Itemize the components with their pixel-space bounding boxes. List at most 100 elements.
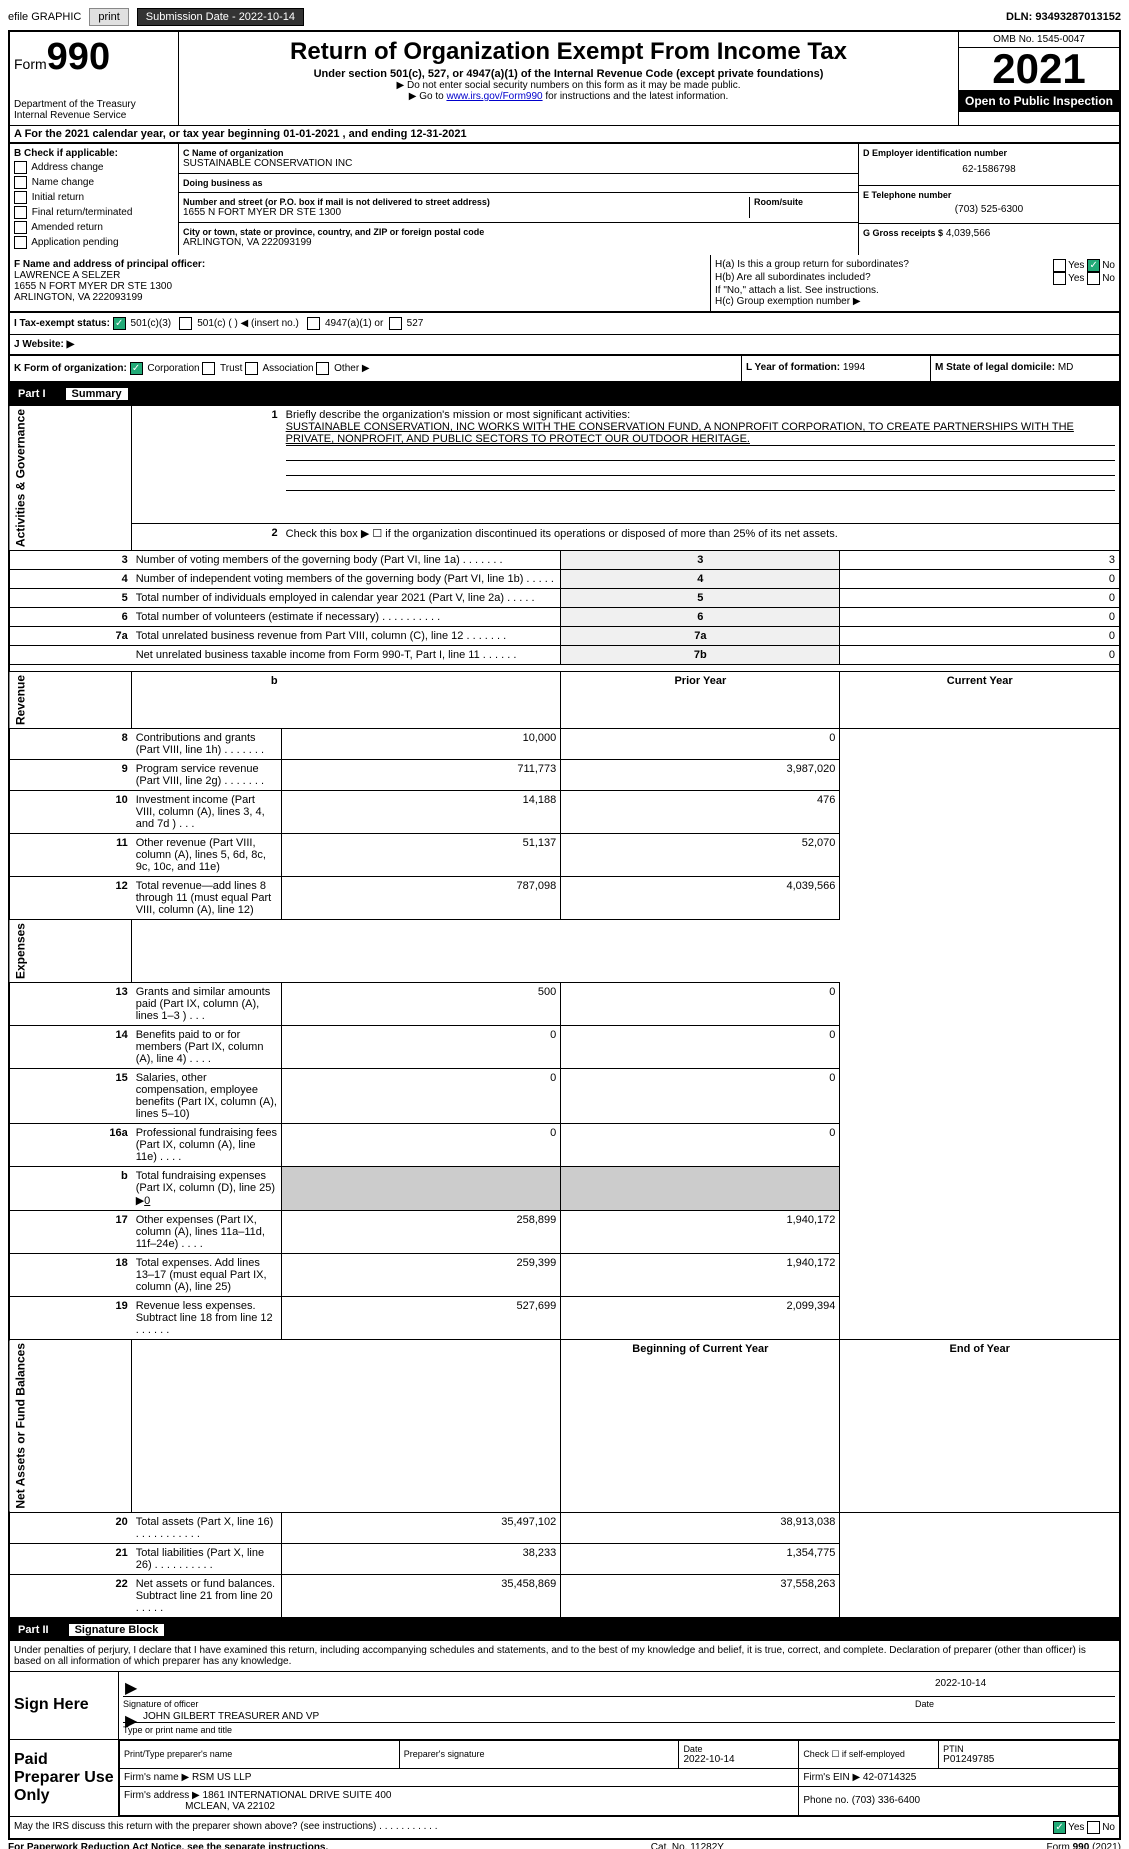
section-k: K Form of organization: Corporation Trus… (10, 356, 741, 381)
summary-row: 10Investment income (Part VIII, column (… (9, 791, 1120, 834)
submission-date-button[interactable]: Submission Date - 2022-10-14 (137, 8, 304, 26)
col-d: D Employer identification number 62-1586… (858, 144, 1119, 255)
summary-row: 7aTotal unrelated business revenue from … (9, 627, 1120, 646)
summary-row: 3Number of voting members of the governi… (9, 551, 1120, 570)
summary-row: 13Grants and similar amounts paid (Part … (9, 983, 1120, 1026)
summary-row: 17Other expenses (Part IX, column (A), l… (9, 1211, 1120, 1254)
city-cell: City or town, state or province, country… (179, 223, 858, 252)
dept-label: Department of the Treasury (14, 99, 174, 110)
pra-notice: For Paperwork Reduction Act Notice, see … (8, 1842, 328, 1849)
tax-year: 2021 (959, 48, 1119, 90)
firm-name: RSM US LLP (192, 1772, 251, 1783)
row-fh: F Name and address of principal officer:… (8, 255, 1121, 313)
527-checkbox[interactable] (389, 317, 402, 330)
firm-address: 1861 INTERNATIONAL DRIVE SUITE 400 (203, 1790, 392, 1801)
colb-option[interactable]: Amended return (14, 221, 174, 234)
sig-date: 2022-10-14 (915, 1678, 1115, 1697)
side-revenue: Revenue (9, 672, 132, 729)
colb-option[interactable]: Application pending (14, 236, 174, 249)
org-name-cell: C Name of organization SUSTAINABLE CONSE… (179, 144, 858, 174)
colb-option[interactable]: Final return/terminated (14, 206, 174, 219)
summary-row: 19Revenue less expenses. Subtract line 1… (9, 1297, 1120, 1340)
form-subtitle: Under section 501(c), 527, or 4947(a)(1)… (183, 68, 954, 80)
firm-phone: (703) 336-6400 (852, 1795, 920, 1806)
mission-text: SUSTAINABLE CONSERVATION, INC WORKS WITH… (286, 421, 1115, 446)
page-footer: For Paperwork Reduction Act Notice, see … (8, 1842, 1121, 1849)
501c-checkbox[interactable] (179, 317, 192, 330)
dln-label: DLN: 93493287013152 (1006, 11, 1121, 23)
print-button[interactable]: print (89, 8, 128, 26)
officer-signature-line[interactable] (123, 1678, 915, 1697)
summary-row: 21Total liabilities (Part X, line 26) . … (9, 1543, 1120, 1574)
501c3-checkbox[interactable] (113, 317, 126, 330)
section-a: A For the 2021 calendar year, or tax yea… (8, 125, 1121, 144)
hb-no-checkbox[interactable] (1087, 272, 1100, 285)
other-checkbox[interactable] (316, 362, 329, 375)
officer-name-title: JOHN GILBERT TREASURER AND VP (123, 1711, 1115, 1723)
phone-cell: E Telephone number (703) 525-6300 (859, 186, 1119, 224)
trust-checkbox[interactable] (202, 362, 215, 375)
col-c: C Name of organization SUSTAINABLE CONSE… (179, 144, 858, 255)
dba-cell: Doing business as (179, 174, 858, 193)
discuss-yes-checkbox[interactable] (1053, 1821, 1066, 1834)
gross-value: 4,039,566 (946, 228, 991, 239)
summary-row: 8Contributions and grants (Part VIII, li… (9, 729, 1120, 760)
4947-checkbox[interactable] (307, 317, 320, 330)
discuss-no-checkbox[interactable] (1087, 1821, 1100, 1834)
row-klm: K Form of organization: Corporation Trus… (8, 356, 1121, 383)
irs-link[interactable]: www.irs.gov/Form990 (446, 91, 542, 102)
colb-option[interactable]: Address change (14, 161, 174, 174)
row-j: J Website: ▶ (8, 335, 1121, 356)
form-number: Form990 (14, 36, 174, 79)
hb-yes-checkbox[interactable] (1053, 272, 1066, 285)
summary-row: 4Number of independent voting members of… (9, 570, 1120, 589)
colb-option[interactable]: Name change (14, 176, 174, 189)
may-irs-discuss: May the IRS discuss this return with the… (10, 1817, 1119, 1838)
ha-yes-checkbox[interactable] (1053, 259, 1066, 272)
header-mid: Return of Organization Exempt From Incom… (179, 32, 958, 125)
org-address: 1655 N FORT MYER DR STE 1300 (183, 207, 749, 218)
side-expenses: Expenses (9, 920, 132, 983)
header-right: OMB No. 1545-0047 2021 Open to Public In… (958, 32, 1119, 125)
phone-value: (703) 525-6300 (863, 200, 1115, 219)
col-b-header: B Check if applicable: (14, 148, 174, 159)
header-left: Form990 Department of the Treasury Inter… (10, 32, 179, 125)
note-ssn: ▶ Do not enter social security numbers o… (183, 80, 954, 91)
section-bcd: B Check if applicable: Address change Na… (8, 144, 1121, 255)
form-header: Form990 Department of the Treasury Inter… (8, 30, 1121, 125)
section-l: L Year of formation: 1994 (741, 356, 930, 381)
summary-row: 16aProfessional fundraising fees (Part I… (9, 1124, 1120, 1167)
summary-row: 22Net assets or fund balances. Subtract … (9, 1574, 1120, 1618)
paid-preparer-label: Paid Preparer Use Only (10, 1740, 119, 1816)
summary-row: 12Total revenue—add lines 8 through 11 (… (9, 877, 1120, 920)
efile-label: efile GRAPHIC (8, 11, 81, 23)
part2-header: Part II Signature Block (8, 1619, 1121, 1641)
org-name: SUSTAINABLE CONSERVATION INC (183, 158, 854, 169)
addr-cell: Number and street (or P.O. box if mail i… (179, 193, 858, 223)
summary-row: 14Benefits paid to or for members (Part … (9, 1026, 1120, 1069)
cat-no: Cat. No. 11282Y (651, 1842, 724, 1849)
section-h: H(a) Is this a group return for subordin… (711, 255, 1119, 311)
irs-label: Internal Revenue Service (14, 110, 174, 121)
gross-cell: G Gross receipts $ 4,039,566 (859, 224, 1119, 243)
penalties-text: Under penalties of perjury, I declare th… (10, 1641, 1119, 1672)
corp-checkbox[interactable] (130, 362, 143, 375)
form-title: Return of Organization Exempt From Incom… (183, 38, 954, 66)
colb-option[interactable]: Initial return (14, 191, 174, 204)
org-city: ARLINGTON, VA 222093199 (183, 237, 854, 248)
topbar: efile GRAPHIC print Submission Date - 20… (8, 8, 1121, 26)
signature-block: Under penalties of perjury, I declare th… (8, 1641, 1121, 1840)
note-link: ▶ Go to www.irs.gov/Form990 for instruct… (183, 91, 954, 102)
sign-here-label: Sign Here (10, 1672, 119, 1739)
ein-cell: D Employer identification number 62-1586… (859, 144, 1119, 186)
officer-name: LAWRENCE A SELZER (14, 270, 706, 281)
ptin-value: P01249785 (943, 1754, 994, 1765)
col-b: B Check if applicable: Address change Na… (10, 144, 179, 255)
summary-row: 18Total expenses. Add lines 13–17 (must … (9, 1254, 1120, 1297)
part1-header: Part I Summary (8, 383, 1121, 405)
summary-row: 11Other revenue (Part VIII, column (A), … (9, 834, 1120, 877)
ha-no-checkbox[interactable] (1087, 259, 1100, 272)
summary-row: 20Total assets (Part X, line 16) . . . .… (9, 1512, 1120, 1543)
assoc-checkbox[interactable] (245, 362, 258, 375)
summary-row: 5Total number of individuals employed in… (9, 589, 1120, 608)
